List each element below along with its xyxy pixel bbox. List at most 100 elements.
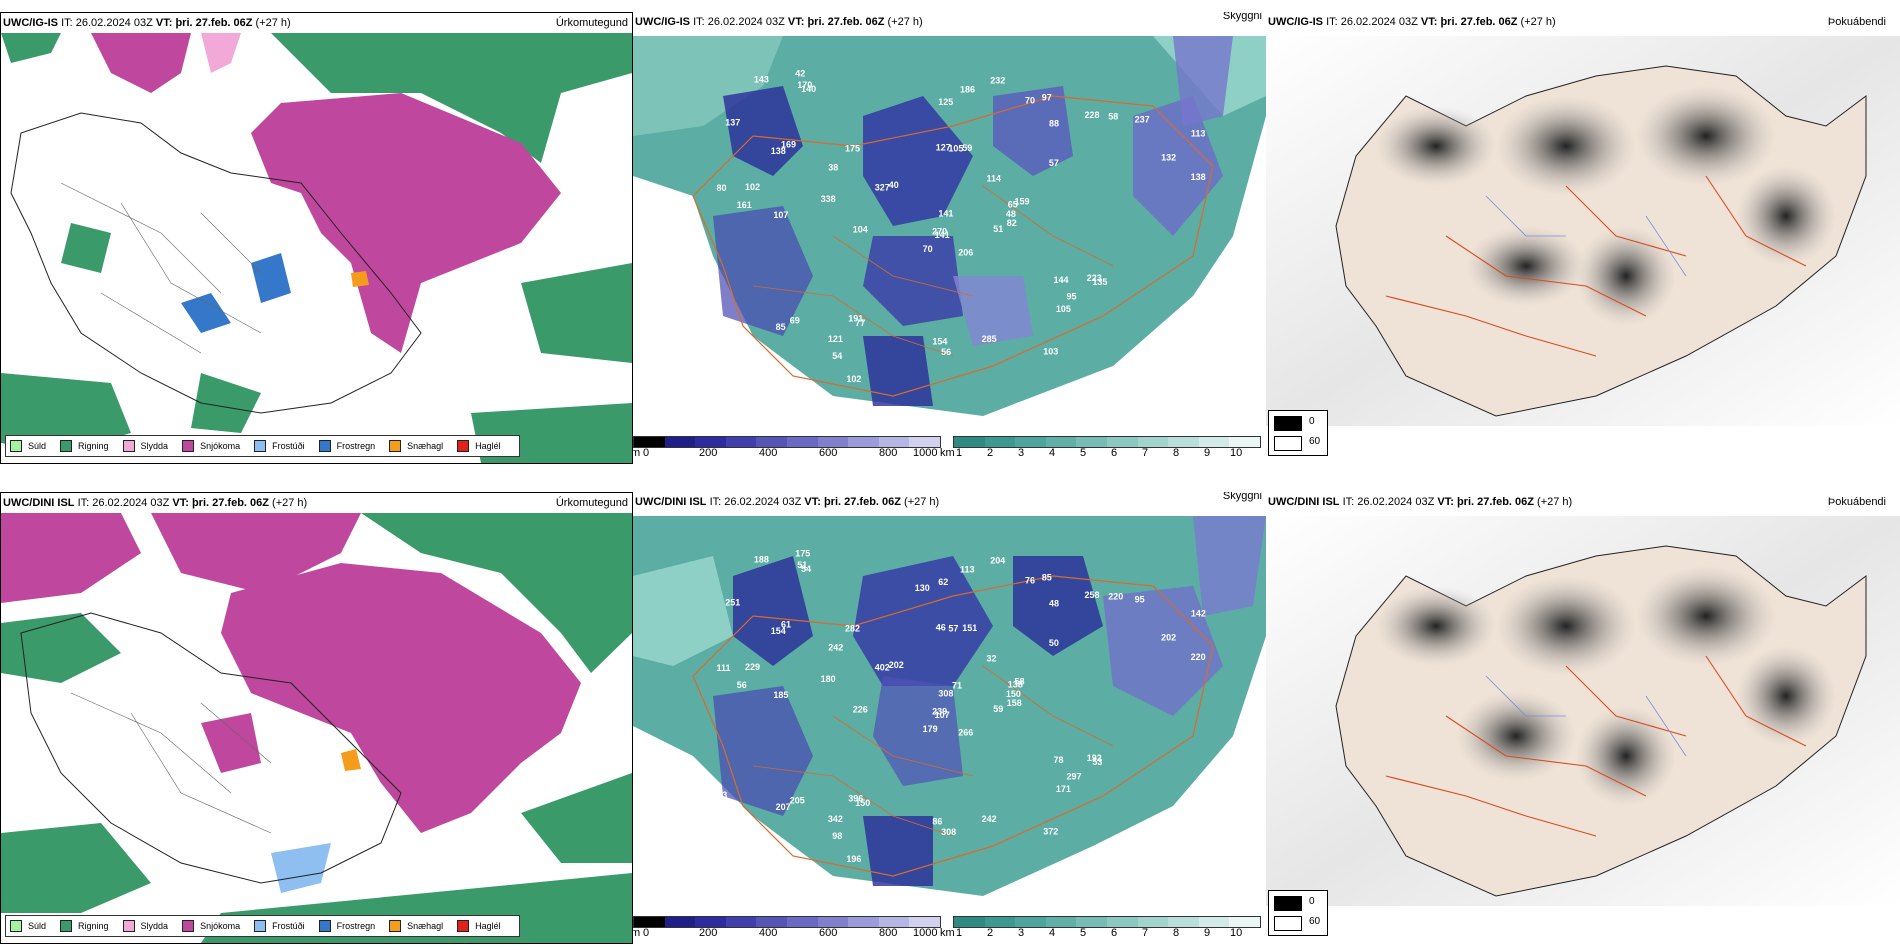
fog-legend-low: 0	[1309, 416, 1315, 427]
visibility-value-label: 185	[773, 690, 788, 700]
visibility-value-label: 85	[1042, 573, 1052, 583]
visibility-value-label: 48	[1006, 209, 1016, 219]
visibility-value-label: 305	[1142, 378, 1157, 388]
visibility-value-label: 206	[958, 248, 973, 258]
legend-item: Haglél	[457, 438, 501, 454]
panel-title: Úrkomutegund	[555, 497, 628, 509]
visibility-value-label: 42	[795, 68, 805, 78]
scale-tick: 400	[759, 447, 778, 459]
legend-label: Frostúði	[272, 921, 305, 931]
visibility-value-label: 344	[752, 829, 767, 839]
visibility-value-label: 104	[853, 224, 868, 234]
visibility-value-label: 158	[1007, 698, 1022, 708]
visibility-value-label: 76	[1025, 576, 1035, 586]
visibility-value-label: 205	[790, 795, 805, 805]
visibility-value-label: 54	[832, 351, 842, 361]
scale-tick: 0	[643, 447, 650, 459]
legend-swatch	[254, 440, 267, 452]
visibility-value-label: 297	[1067, 771, 1082, 781]
visibility-value-label: 141	[935, 230, 950, 240]
precip-legend: Súld Rigning Slydda Snjókoma Frostúði Frostre…	[5, 915, 520, 937]
legend-swatch	[318, 440, 331, 452]
legend-label: Súld	[28, 441, 47, 451]
legend-label: Frostregn	[336, 921, 376, 931]
visibility-value-label: 186	[960, 85, 975, 95]
fog-legend-high: 60	[1309, 436, 1321, 447]
legend-label: Snæhagl	[407, 921, 444, 931]
visibility-value-label: 78	[1054, 755, 1064, 765]
visibility-value-label: 56	[941, 347, 951, 357]
legend-swatch	[457, 440, 470, 452]
visibility-value-label: 103	[1043, 346, 1058, 356]
visibility-value-label: 85	[776, 322, 786, 332]
visibility-value-label: 114	[987, 174, 1002, 184]
visibility-value-label: 83	[717, 790, 727, 800]
panel-header: UWC/DINI ISL IT: 26.02.2024 03Z VT: þri.…	[1266, 492, 1900, 512]
visibility-value-label: 150	[1006, 689, 1021, 699]
visibility-value-label: 46	[798, 863, 808, 873]
visibility-value-label: 151	[962, 623, 977, 633]
scale-tick: 200	[699, 447, 718, 459]
visibility-value-label: 103	[1142, 858, 1157, 868]
visibility-value-label: 51	[993, 224, 1003, 234]
visibility-value-label: 237	[1135, 115, 1150, 125]
visibility-value-label: 82	[1007, 218, 1017, 228]
visibility-value-label: 57	[948, 624, 958, 634]
legend-swatch	[318, 920, 331, 932]
panel-header: UWC/DINI ISL IT: 26.02.2024 03Z VT: þri.…	[633, 492, 1266, 512]
legend-item: Frostúði	[254, 438, 305, 454]
legend-label: Súld	[28, 921, 47, 931]
legend-item: Haglél	[457, 918, 501, 934]
visibility-value-label: 121	[828, 334, 843, 344]
panel-header: UWC/IG-IS IT: 26.02.2024 03Z VT: þri. 27…	[1266, 12, 1900, 32]
visibility-value-label: 342	[828, 814, 843, 824]
visibility-value-label: 282	[845, 624, 860, 634]
visibility-value-label: 127	[936, 142, 951, 152]
visibility-value-label: 61	[781, 620, 791, 630]
visibility-value-label: 135	[1092, 277, 1107, 287]
visibility-value-label: 82	[798, 383, 808, 393]
visibility-value-label: 111	[717, 663, 731, 673]
visibility-scale-m: m 0 200 400 600 800 1000	[633, 916, 943, 939]
visibility-value-label: 144	[1054, 275, 1069, 285]
visibility-value-label: 239	[932, 707, 947, 717]
visibility-value-label: 113	[1191, 129, 1206, 139]
visibility-value-label: 207	[776, 802, 791, 812]
fog-index-map	[1266, 36, 1900, 426]
legend-label: Snæhagl	[407, 441, 444, 451]
visibility-value-label: 83	[753, 844, 763, 854]
visibility-value-label: 372	[1043, 826, 1058, 836]
legend-item: Snæhagl	[389, 438, 443, 454]
visibility-value-label: 105	[948, 144, 963, 154]
legend-swatch	[457, 920, 470, 932]
precip-type-panel-bottom: UWC/DINI ISL IT: 26.02.2024 03Z VT: þri.…	[0, 492, 633, 944]
scale-tick: 1000	[913, 447, 938, 459]
legend-label: Slydda	[140, 441, 169, 451]
visibility-value-label: 107	[935, 710, 950, 720]
visibility-value-label: 150	[855, 798, 870, 808]
visibility-value-label: 46	[936, 622, 946, 632]
visibility-value-label: 88	[1049, 119, 1059, 129]
visibility-value-label: 51	[797, 560, 807, 570]
visibility-value-label: 50	[1049, 638, 1059, 648]
visibility-value-label: 38	[828, 163, 838, 173]
visibility-scale-km: km 1 2 3 4 5 6 7 8 9 10	[940, 916, 1263, 939]
visibility-value-label: 220	[1108, 592, 1123, 602]
visibility-value-label: 266	[958, 728, 973, 738]
visibility-value-label: 234	[1176, 823, 1191, 833]
visibility-value-label: 175	[795, 548, 810, 558]
visibility-map: 206 138 141 212 65 77 97 59 88 51 140 152 107 113 70 57…	[633, 36, 1266, 436]
visibility-value-label: 202	[1161, 633, 1176, 643]
legend-item: Rigning	[60, 438, 109, 454]
legend-label: Snjókoma	[200, 441, 241, 451]
legend-label: Haglél	[475, 441, 501, 451]
visibility-value-label: 284	[1176, 343, 1191, 353]
legend-swatch	[389, 440, 402, 452]
visibility-panel-bottom: UWC/DINI ISL IT: 26.02.2024 03Z VT: þri.…	[633, 492, 1266, 944]
visibility-value-label: 102	[745, 182, 760, 192]
visibility-value-label: 251	[725, 597, 740, 607]
visibility-panel-top: UWC/IG-IS IT: 26.02.2024 03Z VT: þri. 27…	[633, 12, 1266, 464]
visibility-value-label: 59	[993, 704, 1003, 714]
fog-legend: 0 60	[1268, 410, 1328, 456]
visibility-value-label: 137	[725, 117, 740, 127]
